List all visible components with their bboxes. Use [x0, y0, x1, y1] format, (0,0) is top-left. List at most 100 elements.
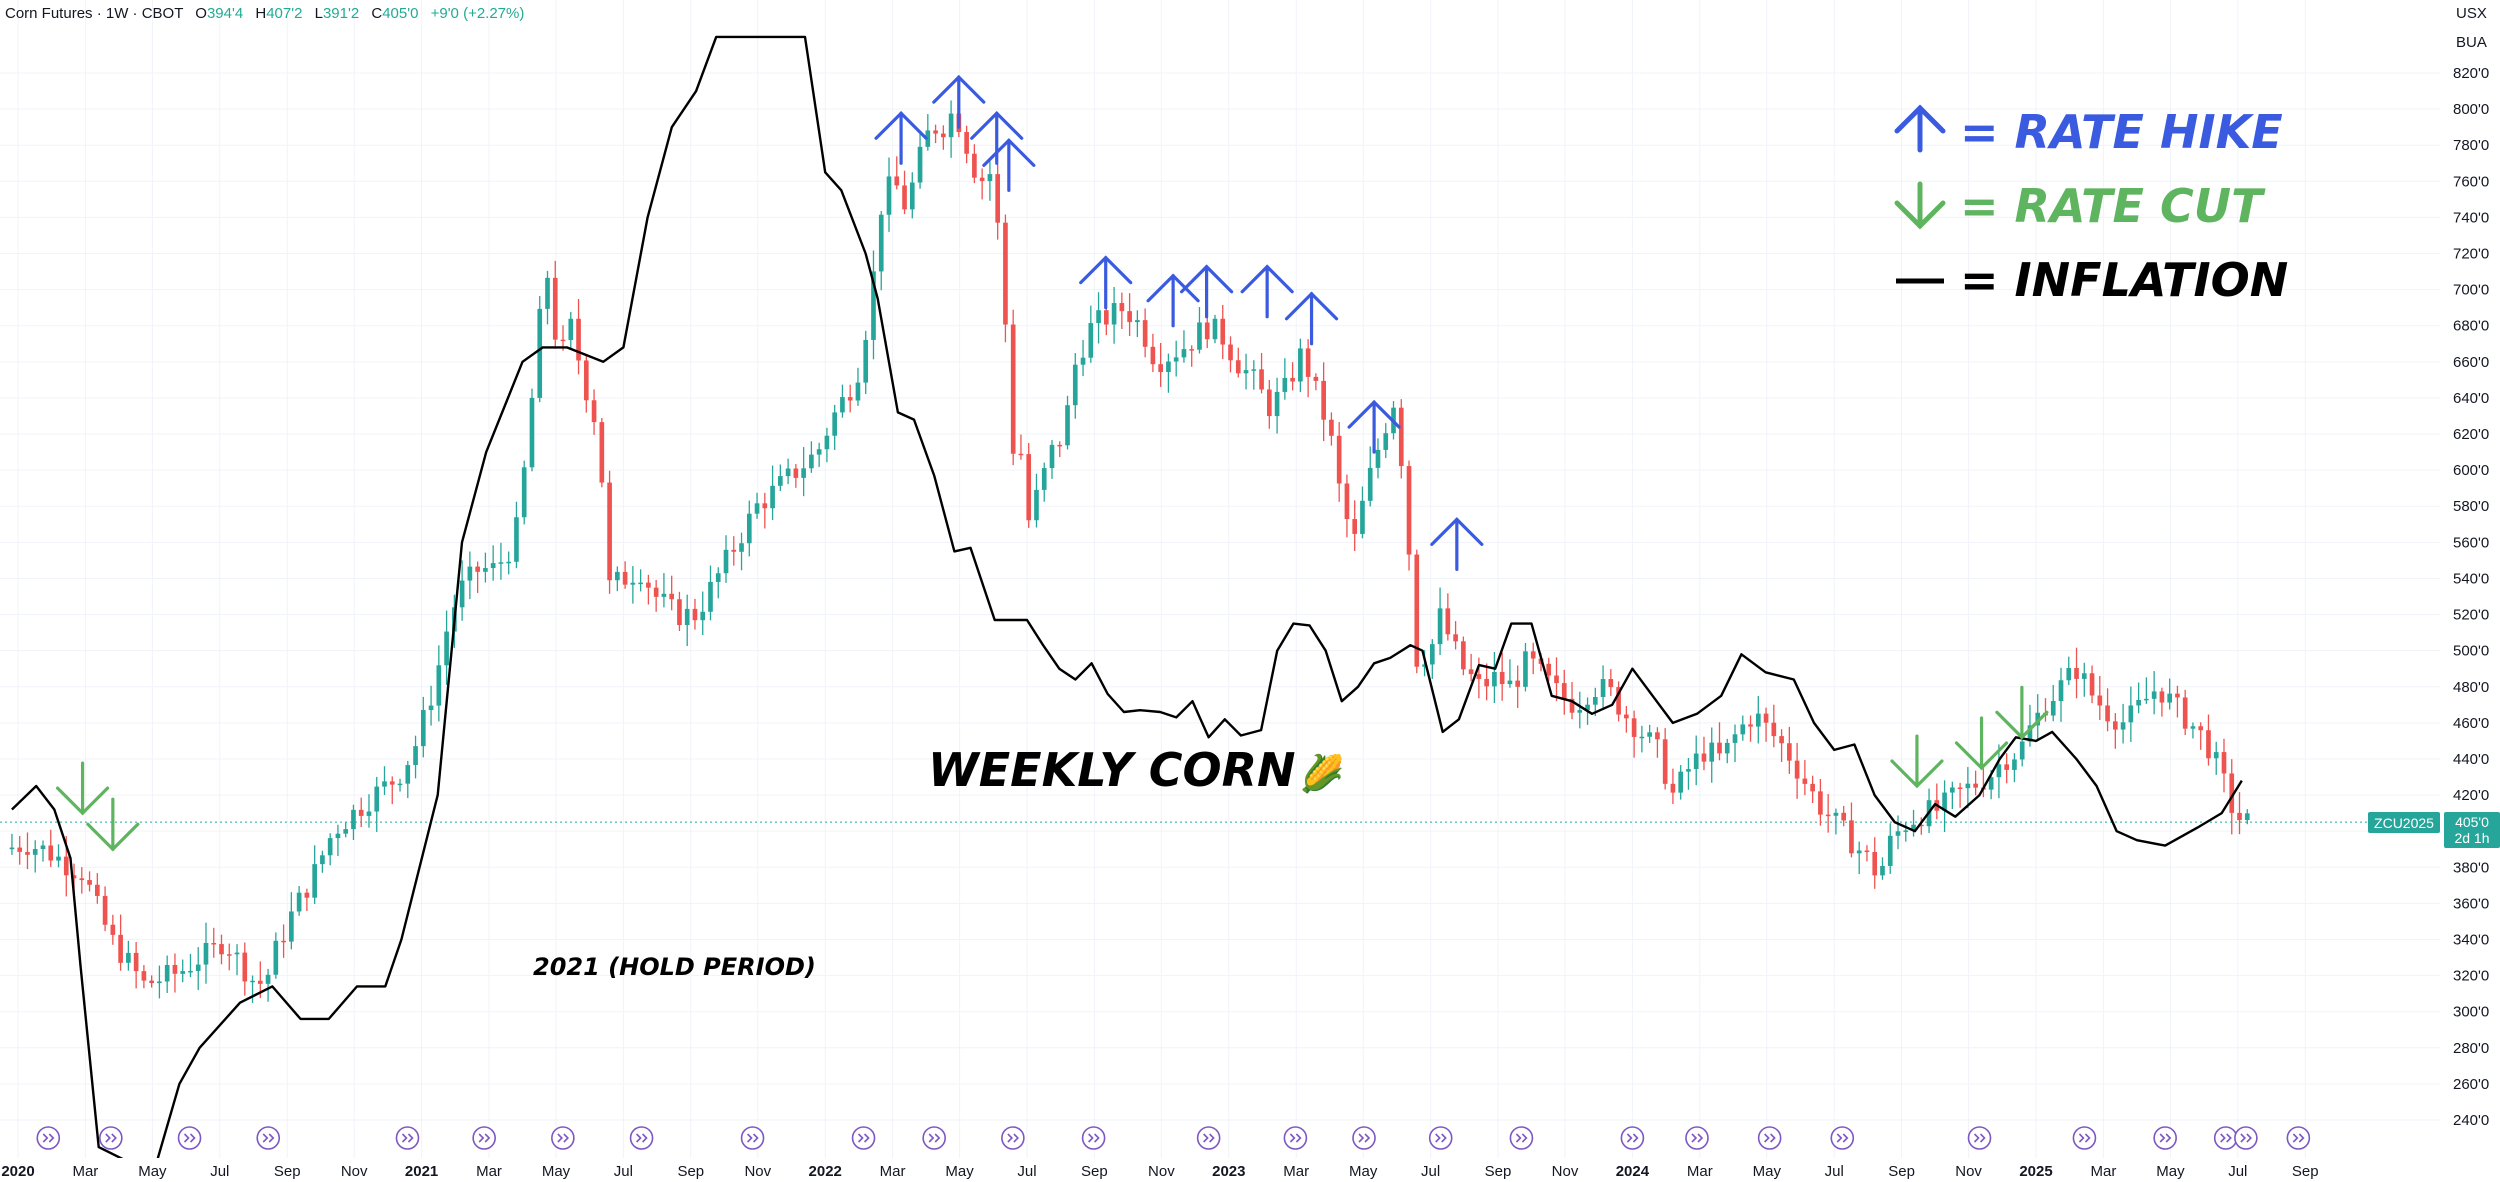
y-tick-label: 640'0 — [2453, 390, 2489, 407]
candle-body — [242, 952, 248, 982]
candle-body — [1554, 675, 1559, 684]
event-marker-chevron — [2292, 1133, 2299, 1143]
event-marker-icon — [99, 1126, 123, 1150]
candle-body — [2128, 705, 2134, 723]
event-marker-chevron — [2159, 1133, 2166, 1143]
event-marker-chevron — [407, 1133, 414, 1143]
candle-body — [1150, 346, 1156, 365]
candle-body — [824, 435, 830, 450]
candle-body — [1049, 444, 1055, 469]
candle-body — [25, 851, 30, 855]
candle-body — [1569, 698, 1575, 713]
candle-body — [2237, 812, 2242, 821]
candle-body — [576, 318, 581, 361]
candle-body — [428, 705, 434, 711]
y-tick-label: 800'0 — [2453, 101, 2489, 118]
event-marker-chevron — [934, 1133, 941, 1143]
x-tick-label: Nov — [1552, 1163, 1579, 1180]
event-marker-chevron — [1770, 1133, 1776, 1143]
candle-body — [1662, 739, 1668, 784]
x-tick-label: May — [945, 1163, 974, 1180]
candle-body — [1135, 320, 1140, 323]
candle-body — [700, 611, 706, 621]
candle-body — [762, 503, 768, 509]
candle-body — [661, 593, 667, 597]
event-marker-chevron — [752, 1133, 759, 1143]
candle-body — [1724, 742, 1730, 754]
candle-body — [1235, 360, 1241, 374]
candle-body — [48, 845, 54, 861]
candle-body — [195, 964, 201, 971]
candle-body — [1499, 671, 1505, 685]
y-tick-label: 380'0 — [2453, 859, 2489, 876]
candle-body — [475, 566, 480, 572]
countdown-label: 2d 1h — [2454, 830, 2489, 846]
event-marker-chevron — [1515, 1133, 1522, 1143]
event-marker-chevron — [2298, 1133, 2305, 1143]
candle-body — [1127, 311, 1132, 323]
candle-body — [320, 855, 325, 865]
candle-body — [1429, 644, 1435, 665]
unit-usx: USX — [2456, 5, 2487, 22]
candle-body — [1624, 714, 1629, 719]
candle-body — [1360, 500, 1365, 534]
event-marker-chevron — [1521, 1133, 1528, 1143]
event-marker-chevron — [1364, 1133, 1371, 1143]
candle-body — [1833, 812, 1839, 816]
candle-body — [708, 581, 713, 612]
candle-body — [1717, 742, 1722, 754]
candle-body — [1631, 718, 1637, 737]
x-tick-label: Mar — [880, 1163, 906, 1180]
candle-body — [607, 482, 612, 581]
candle-body — [2019, 741, 2025, 760]
x-tick-label: Jul — [614, 1163, 633, 1180]
candle-body — [413, 746, 418, 766]
candle-body — [2058, 680, 2064, 702]
event-marker-icon — [851, 1126, 876, 1150]
candle-body — [770, 485, 775, 509]
x-tick-label: Jul — [210, 1163, 229, 1180]
arrow-head — [86, 822, 140, 852]
y-tick-label: 680'0 — [2453, 318, 2489, 335]
event-marker-icon — [2286, 1126, 2311, 1150]
x-tick-label: Nov — [744, 1163, 771, 1180]
event-marker-chevron — [557, 1133, 563, 1143]
candle-body — [1740, 724, 1746, 735]
rate-hike-arrow — [1146, 273, 1200, 328]
event-marker-chevron — [2226, 1133, 2232, 1143]
candle-body — [1119, 303, 1125, 312]
x-tick-label: Sep — [1485, 1163, 1512, 1180]
candle-body — [1755, 713, 1761, 727]
candle-body — [2151, 691, 2157, 699]
candle-body — [1856, 850, 1862, 854]
candle-body — [2105, 705, 2110, 722]
candle-body — [250, 980, 255, 983]
candle-body — [2050, 701, 2056, 716]
candle-body — [1763, 713, 1769, 723]
candle-body — [172, 964, 178, 974]
event-marker-chevron — [1626, 1133, 1633, 1143]
candle-body — [63, 856, 69, 876]
candle-body — [1794, 760, 1800, 779]
candle-body — [188, 970, 193, 973]
y-tick-label: 540'0 — [2453, 570, 2489, 587]
candle-body — [343, 829, 349, 834]
arrow-head — [1240, 264, 1294, 294]
rate-hike-arrow — [932, 74, 986, 129]
candle-body — [296, 892, 302, 912]
candle-body — [669, 593, 675, 600]
candle-body — [257, 980, 263, 984]
x-tick-label: May — [2156, 1163, 2185, 1180]
candle-body — [855, 382, 861, 401]
event-marker-chevron — [1088, 1133, 1094, 1143]
event-marker-icon — [740, 1126, 765, 1150]
event-marker-icon — [2153, 1126, 2177, 1150]
event-marker-chevron — [1435, 1133, 1441, 1143]
candle-body — [1825, 814, 1831, 817]
y-tick-label: 520'0 — [2453, 607, 2489, 624]
x-tick-label: 2022 — [809, 1163, 842, 1180]
chart-title: WEEKLY CORN 🌽 — [928, 743, 1344, 797]
candle-body — [840, 397, 845, 413]
candle-body — [1243, 370, 1249, 374]
